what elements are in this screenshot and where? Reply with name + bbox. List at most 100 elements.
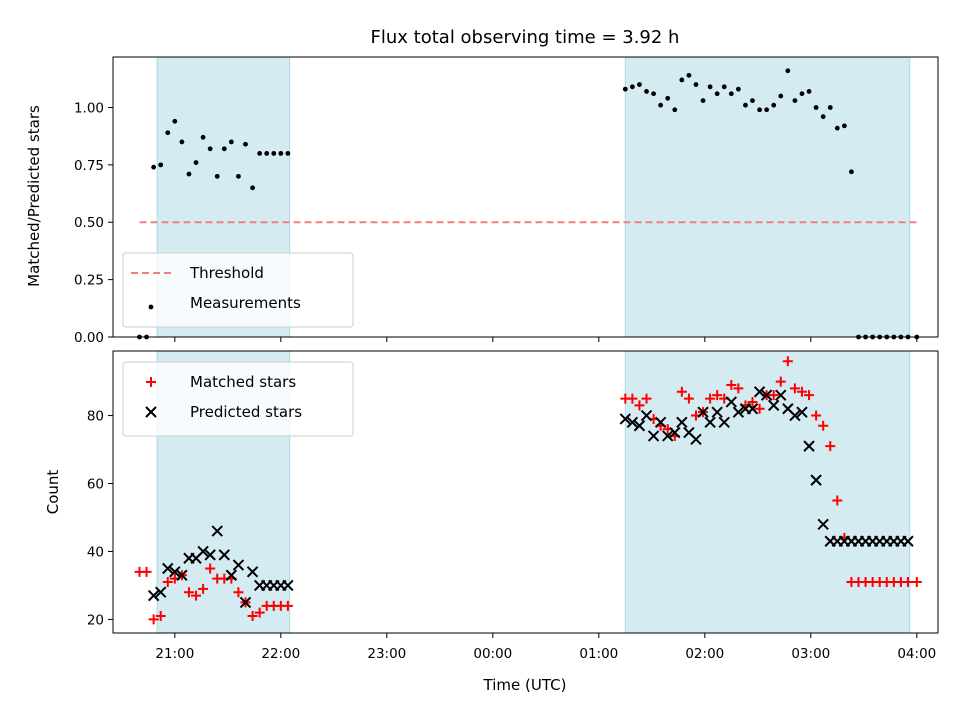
top-y-tick-label: 0.50 xyxy=(74,215,104,231)
predicted-stars-point xyxy=(154,586,167,598)
legend-predicted-swatch xyxy=(145,406,157,418)
measurement-point xyxy=(700,98,706,104)
matched-stars-point xyxy=(902,577,913,588)
matched-stars-point xyxy=(818,420,829,431)
predicted-stars-point xyxy=(767,399,780,412)
legend-entry-label: Predicted stars xyxy=(190,403,302,421)
matched-stars-point xyxy=(148,614,159,625)
measurement-point xyxy=(721,84,727,90)
predicted-stars-point xyxy=(732,406,745,418)
matched-stars-point xyxy=(205,563,216,574)
predicted-stars-point xyxy=(803,440,815,452)
matched-stars-point xyxy=(676,386,687,397)
measurement-point xyxy=(679,77,685,83)
predicted-stars-point xyxy=(640,409,653,422)
measurement-point xyxy=(743,102,748,108)
x-tick-label: 21:00 xyxy=(155,646,194,662)
predicted-stars-point xyxy=(753,386,766,398)
matched-stars-point xyxy=(683,393,694,404)
measurement-point xyxy=(278,150,284,156)
bottom-legend: Matched stars Predicted stars xyxy=(122,361,354,437)
predicted-stars-point xyxy=(789,409,801,422)
measurement-point xyxy=(250,185,255,191)
matched-stars-point xyxy=(825,441,836,452)
x-tick-label: 23:00 xyxy=(367,646,406,662)
measurement-point xyxy=(243,141,248,147)
bottom-y-tick-label: 20 xyxy=(87,612,104,628)
top-y-tick-label: 0.75 xyxy=(74,158,104,174)
matched-stars-point xyxy=(811,410,822,421)
matched-stars-point xyxy=(726,379,737,390)
measurement-point xyxy=(644,89,649,94)
matched-stars-point xyxy=(911,577,922,588)
predicted-stars-point xyxy=(760,389,773,401)
matched-stars-point xyxy=(705,393,716,404)
legend-entry-label: Matched stars xyxy=(190,373,296,391)
matched-stars-point xyxy=(254,607,265,618)
matched-stars-point xyxy=(747,396,758,407)
measurement-point xyxy=(637,82,642,87)
top-y-axis-label: Matched/Predicted stars xyxy=(25,105,43,287)
measurement-point xyxy=(849,169,854,175)
measurement-point xyxy=(778,93,784,99)
predicted-stars-point xyxy=(697,406,709,418)
predicted-stars-point xyxy=(162,562,174,575)
measurement-point xyxy=(158,162,164,168)
measurement-point xyxy=(629,84,635,90)
x-tick-label: 03:00 xyxy=(791,646,830,662)
predicted-stars-point xyxy=(647,430,660,442)
top-legend: Threshold Measurements xyxy=(122,252,354,328)
matched-stars-point xyxy=(634,400,645,411)
top-axes-frame xyxy=(112,56,939,338)
legend-measurements-swatch xyxy=(148,304,154,310)
predicted-stars-point xyxy=(204,549,216,561)
measurement-point xyxy=(799,91,805,97)
measurement-point xyxy=(764,107,770,113)
matched-stars-point xyxy=(754,403,765,414)
chart-title: Flux total observing time = 3.92 h xyxy=(371,27,680,48)
measurement-point xyxy=(813,105,819,110)
predicted-stars-point xyxy=(810,474,822,486)
predicted-stars-point xyxy=(282,579,294,592)
measurement-point xyxy=(686,72,692,78)
x-tick-label: 01:00 xyxy=(579,646,618,662)
bottom-y-axis-label: Count xyxy=(44,470,62,515)
predicted-stars-point xyxy=(218,549,231,561)
matched-stars-point xyxy=(832,495,843,506)
measurement-point xyxy=(214,173,220,179)
top-data-marks xyxy=(137,68,920,340)
legend-matched-swatch xyxy=(146,377,156,387)
matched-stars-point xyxy=(768,390,779,401)
measurement-point xyxy=(834,125,840,131)
predicted-stars-point xyxy=(775,389,787,401)
matched-stars-point xyxy=(282,600,293,611)
predicted-stars-point xyxy=(197,545,209,558)
matched-stars-point xyxy=(247,611,258,622)
predicted-stars-point xyxy=(147,589,160,602)
measurement-point xyxy=(228,139,234,145)
predicted-stars-point xyxy=(246,566,259,578)
measurement-point xyxy=(193,160,199,165)
measurement-point xyxy=(841,123,847,129)
predicted-stars-point xyxy=(232,559,245,571)
measurement-point xyxy=(165,130,171,136)
matched-stars-point xyxy=(198,583,209,594)
measurement-point xyxy=(792,98,798,104)
x-tick-label: 04:00 xyxy=(897,646,936,662)
matched-stars-point xyxy=(183,587,194,598)
measurement-point xyxy=(693,82,699,87)
measurement-point xyxy=(806,89,812,94)
measurement-point xyxy=(200,134,206,140)
predicted-stars-point xyxy=(704,416,716,429)
bottom-panel: 20 40 60 80 21:00 22:00 23:00 00:00 01:00 02:00 03… xyxy=(87,350,939,662)
predicted-stars-point xyxy=(633,420,646,432)
measurement-point xyxy=(622,86,628,92)
top-y-tick-label: 0.25 xyxy=(74,273,104,289)
bottom-legend-box xyxy=(122,361,354,437)
measurement-point xyxy=(707,84,713,90)
measurement-point xyxy=(236,173,241,179)
top-panel: 0.00 0.25 0.50 0.75 1.00 Threshold Measurement… xyxy=(74,56,939,346)
top-y-tick-label: 0.00 xyxy=(74,330,104,346)
top-legend-box xyxy=(122,252,354,328)
